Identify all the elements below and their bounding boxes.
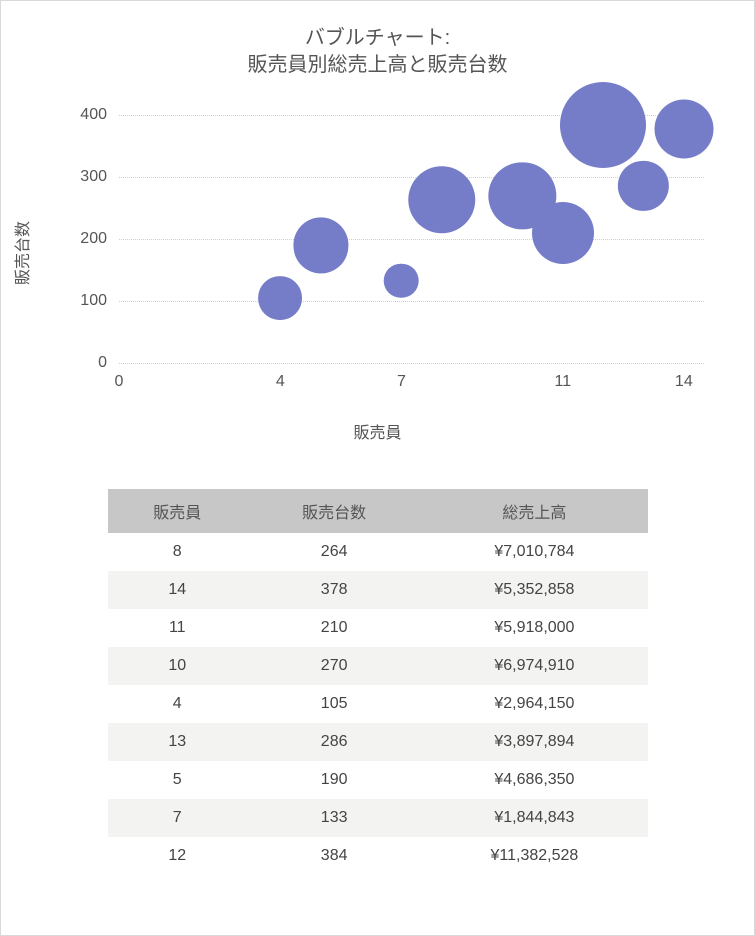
table-head: 販売員 販売台数 総売上高 [108,489,648,533]
col-header: 販売員 [108,489,247,533]
bubble [654,100,713,159]
table-cell: 384 [247,837,421,875]
table-cell: ¥4,686,350 [421,761,647,799]
table-cell: 8 [108,533,247,571]
table-row: 8264¥7,010,784 [108,533,648,571]
col-header: 販売台数 [247,489,421,533]
gridline [119,177,704,178]
table-cell: 286 [247,723,421,761]
bubble [560,82,646,168]
table-row: 13286¥3,897,894 [108,723,648,761]
table-cell: 4 [108,685,247,723]
table-cell: ¥7,010,784 [421,533,647,571]
bubble [384,263,419,298]
bubble [258,276,302,320]
gridline [119,301,704,302]
table-cell: 7 [108,799,247,837]
x-tick-label: 7 [397,373,406,391]
table-cell: ¥5,352,858 [421,571,647,609]
table-cell: ¥5,918,000 [421,609,647,647]
table-row: 11210¥5,918,000 [108,609,648,647]
y-tick-label: 200 [80,230,107,248]
table-cell: 14 [108,571,247,609]
table-row: 4105¥2,964,150 [108,685,648,723]
bubble [618,161,668,211]
table-cell: ¥6,974,910 [421,647,647,685]
table-cell: 12 [108,837,247,875]
table-cell: 10 [108,647,247,685]
x-tick-label: 4 [276,373,285,391]
table-cell: ¥11,382,528 [421,837,647,875]
table-row: 7133¥1,844,843 [108,799,648,837]
y-axis-label: 販売台数 [9,221,33,285]
table-cell: ¥2,964,150 [421,685,647,723]
x-tick-label: 0 [115,373,124,391]
table-cell: 264 [247,533,421,571]
y-tick-label: 100 [80,292,107,310]
table-cell: 190 [247,761,421,799]
chart-title-line1: バブルチャート: [305,27,450,49]
bubble [408,166,475,233]
x-tick-label: 11 [554,373,571,391]
table-body: 8264¥7,010,78414378¥5,352,85811210¥5,918… [108,533,648,875]
table-cell: 210 [247,609,421,647]
table-row: 10270¥6,974,910 [108,647,648,685]
bubble [293,218,348,273]
table-cell: 270 [247,647,421,685]
y-tick-label: 400 [80,106,107,124]
gridline [119,363,704,364]
table-header-row: 販売員 販売台数 総売上高 [108,489,648,533]
gridline [119,239,704,240]
table-cell: 13 [108,723,247,761]
x-tick-label: 14 [675,373,693,391]
table-cell: ¥3,897,894 [421,723,647,761]
table-cell: 105 [247,685,421,723]
table-row: 12384¥11,382,528 [108,837,648,875]
table-cell: 378 [247,571,421,609]
table-row: 14378¥5,352,858 [108,571,648,609]
y-tick-label: 0 [98,354,107,372]
table-cell: ¥1,844,843 [421,799,647,837]
chart-title-line2: 販売員別総売上高と販売台数 [248,54,508,76]
x-axis-label: 販売員 [1,419,754,443]
data-table-wrap: 販売員 販売台数 総売上高 8264¥7,010,78414378¥5,352,… [108,489,648,875]
chart-title: バブルチャート: 販売員別総売上高と販売台数 [1,25,754,79]
table-cell: 133 [247,799,421,837]
table-row: 5190¥4,686,350 [108,761,648,799]
chart-plot: 01002003004000471114 [119,103,704,363]
data-table: 販売員 販売台数 総売上高 8264¥7,010,78414378¥5,352,… [108,489,648,875]
table-cell: 5 [108,761,247,799]
table-cell: 11 [108,609,247,647]
col-header: 総売上高 [421,489,647,533]
page: バブルチャート: 販売員別総売上高と販売台数 販売台数 010020030040… [0,0,755,936]
chart-area: 販売台数 01002003004000471114 [41,93,714,413]
y-tick-label: 300 [80,168,107,186]
